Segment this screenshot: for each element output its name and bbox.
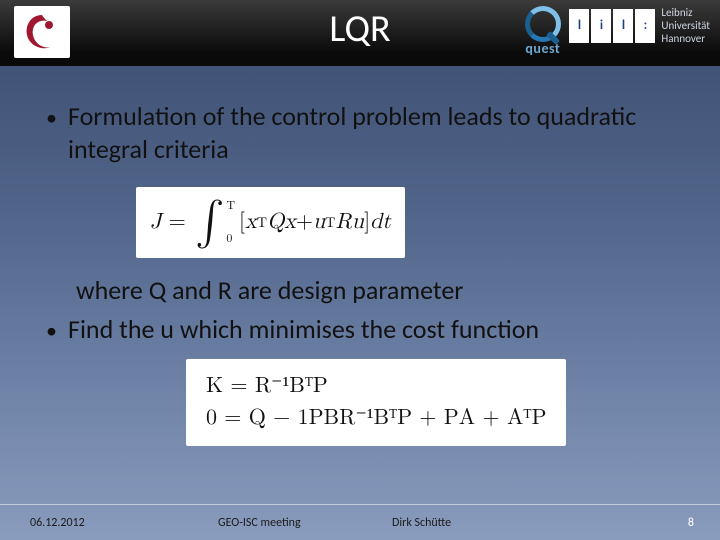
slide-title: LQR xyxy=(329,6,390,52)
right-logo-group: quest l i l : Leibniz Universität Hannov… xyxy=(525,6,710,57)
leibniz-cell-3: : xyxy=(635,9,655,43)
footer-page-number: 8 xyxy=(688,516,694,530)
left-logo xyxy=(14,6,70,58)
f2-line2: 0 = Q − 1PBR⁻¹BᵀP + PA + AᵀP xyxy=(206,405,546,433)
f1-t1sup: T xyxy=(257,214,267,232)
footer-author: Dirk Schütte xyxy=(392,516,451,530)
f1-t2sup: T xyxy=(325,214,335,232)
where-line: where Q and R are design parameter xyxy=(76,274,690,307)
footer-date: 06.12.2012 xyxy=(30,516,85,530)
leibniz-line1: Leibniz xyxy=(661,6,710,19)
integral-limits: T 0 xyxy=(226,201,235,245)
leibniz-cell-1: i xyxy=(591,9,611,43)
bullet-1-text: Formulation of the control problem leads… xyxy=(68,100,690,165)
f2-line1: K = R⁻¹BᵀP xyxy=(206,373,546,401)
formula-2: K = R⁻¹BᵀP 0 = Q − 1PBR⁻¹BᵀP + PA + AᵀP xyxy=(186,359,566,446)
leibniz-text: Leibniz Universität Hannover xyxy=(661,6,710,46)
leibniz-cells: l i l : xyxy=(569,9,655,43)
slide: LQR quest l i l : Leibniz Universität Ha… xyxy=(0,0,720,540)
int-upper: T xyxy=(226,199,235,214)
footer-meeting: GEO-ISC meeting xyxy=(218,516,301,530)
integral-icon: ∫ xyxy=(195,195,224,250)
bullet-1: Formulation of the control problem leads… xyxy=(46,100,690,165)
f1-lhs: J xyxy=(150,209,161,237)
leibniz-cell-2: l xyxy=(613,9,633,43)
f1-t1a: x xyxy=(245,209,257,237)
bullet-2-text: Find the u which minimises the cost func… xyxy=(68,313,690,346)
leibniz-line2: Universität xyxy=(661,19,710,32)
f1-t2a: u xyxy=(313,209,325,237)
formula-1: J = ∫ T 0 [ xTQx + uTRu ] dt xyxy=(136,187,405,258)
leibniz-line3: Hannover xyxy=(661,32,710,45)
f1-eq: = xyxy=(169,209,186,237)
swirl-icon xyxy=(21,11,63,53)
bullet-dot-icon xyxy=(46,100,68,165)
leibniz-logo: l i l : Leibniz Universität Hannover xyxy=(569,6,710,46)
bullet-2: Find the u which minimises the cost func… xyxy=(46,313,690,346)
f1-t1b: Qx xyxy=(267,209,296,237)
bullet-dot-icon xyxy=(46,313,68,346)
header-bar: LQR quest l i l : Leibniz Universität Ha… xyxy=(0,0,720,66)
footer: 06.12.2012 GEO-ISC meeting Dirk Schütte … xyxy=(0,504,720,540)
content-area: Formulation of the control problem leads… xyxy=(46,100,690,462)
int-lower: 0 xyxy=(226,232,235,247)
quest-q-icon xyxy=(525,6,561,42)
f1-t2b: Ru xyxy=(336,209,364,237)
leibniz-cell-0: l xyxy=(569,9,589,43)
f1-dt: dt xyxy=(370,209,391,237)
f1-plus: + xyxy=(296,209,313,237)
quest-logo: quest xyxy=(525,6,561,57)
